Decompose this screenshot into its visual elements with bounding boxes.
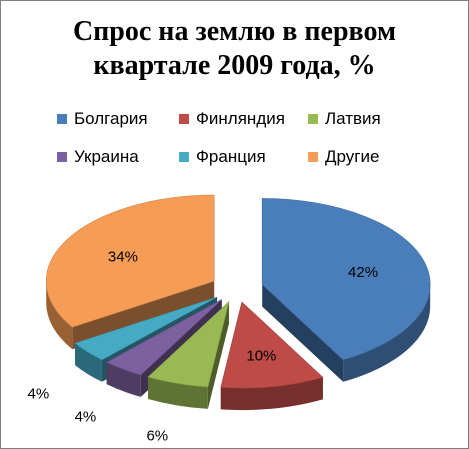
slice-side-finland (220, 377, 323, 411)
pie-data-labels: 42% 10% 6% 4% 4% 34% (27, 248, 378, 444)
legend-item-ukraine: Украина (57, 147, 139, 167)
data-label-other: 34% (108, 248, 138, 265)
legend-label-france: Франция (196, 147, 266, 166)
slice-side-latvia (148, 376, 208, 409)
legend-item-bulgaria: Болгария (57, 109, 148, 129)
legend-label-ukraine: Украина (74, 147, 139, 166)
chart-title-line-1: Спрос на землю в первом (72, 16, 397, 47)
legend-swatch-other (308, 152, 318, 162)
slice-other (45, 194, 215, 328)
slice-finland (220, 301, 324, 389)
legend-item-france: Франция (179, 147, 266, 167)
data-label-ukraine: 4% (75, 408, 97, 425)
data-label-france: 4% (27, 386, 49, 403)
slice-france (74, 296, 218, 361)
slice-cut-end-bulgaria (262, 284, 344, 382)
legend-swatch-france (179, 152, 189, 162)
pie-tops (45, 194, 431, 389)
legend-swatch-ukraine (57, 152, 67, 162)
data-label-bulgaria: 42% (348, 264, 378, 281)
legend-swatch-finland (179, 114, 189, 124)
legend-swatch-bulgaria (57, 114, 67, 124)
slice-cut-start-other (72, 281, 215, 350)
slice-ukraine (106, 299, 222, 376)
slice-side-ukraine (106, 362, 141, 397)
legend-label-finland: Финляндия (196, 109, 285, 128)
legend-label-other: Другие (325, 147, 380, 166)
chart-title: Спрос на землю в первом квартале 2009 го… (1, 15, 468, 83)
slice-side-bulgaria (343, 284, 431, 382)
legend-item-finland: Финляндия (179, 109, 285, 129)
slice-latvia (147, 300, 230, 388)
chart-title-line-2: квартале 2009 года, % (93, 50, 376, 81)
legend-item-other: Другие (308, 147, 379, 167)
legend-label-latvia: Латвия (325, 109, 381, 128)
data-label-finland: 10% (246, 347, 276, 364)
slice-side-other (46, 281, 73, 350)
slice-bulgaria (261, 198, 431, 361)
legend-item-latvia: Латвия (308, 109, 381, 129)
data-label-latvia: 6% (146, 427, 168, 444)
slice-side-france (75, 343, 102, 382)
legend-label-bulgaria: Болгария (74, 109, 148, 128)
legend-swatch-latvia (308, 114, 318, 124)
